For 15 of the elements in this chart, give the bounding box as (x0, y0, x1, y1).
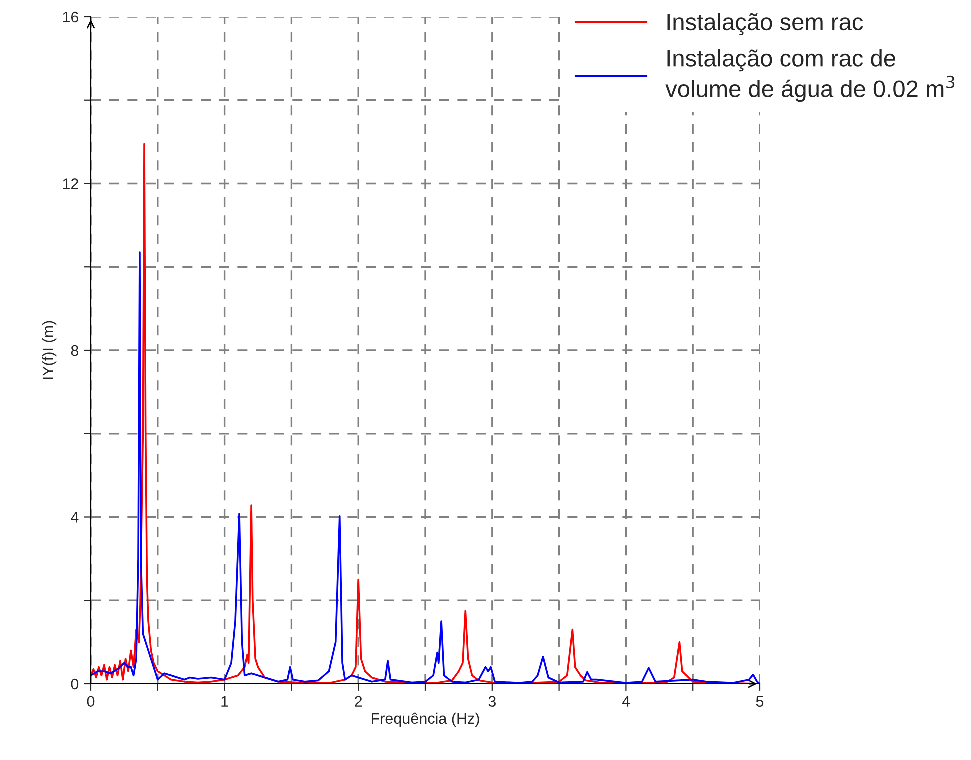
legend-label: Instalação com rac de volume de água de 0.02 m$^{3}$ (666, 50, 955, 102)
y-tick-label: 16 (63, 12, 79, 23)
x-tick-label: 0 (87, 696, 95, 708)
y-tick-label: 8 (71, 345, 79, 356)
x-tick-label: 4 (622, 696, 630, 707)
x-axis-title: Frequência (Hz) (372, 712, 480, 728)
x-tick-label: 5 (756, 696, 764, 708)
x-tick-label: 1 (222, 696, 228, 707)
legend-label: Instalação sem rac (668, 13, 864, 36)
x-tick-label: 3 (488, 696, 496, 708)
y-tick-label: 4 (71, 512, 79, 523)
y-tick-label: 0 (71, 678, 79, 690)
x-tick-label: 2 (355, 696, 362, 707)
y-tick-label: 12 (63, 178, 78, 190)
y-axis-title: IY(f)I (m) (42, 321, 57, 380)
